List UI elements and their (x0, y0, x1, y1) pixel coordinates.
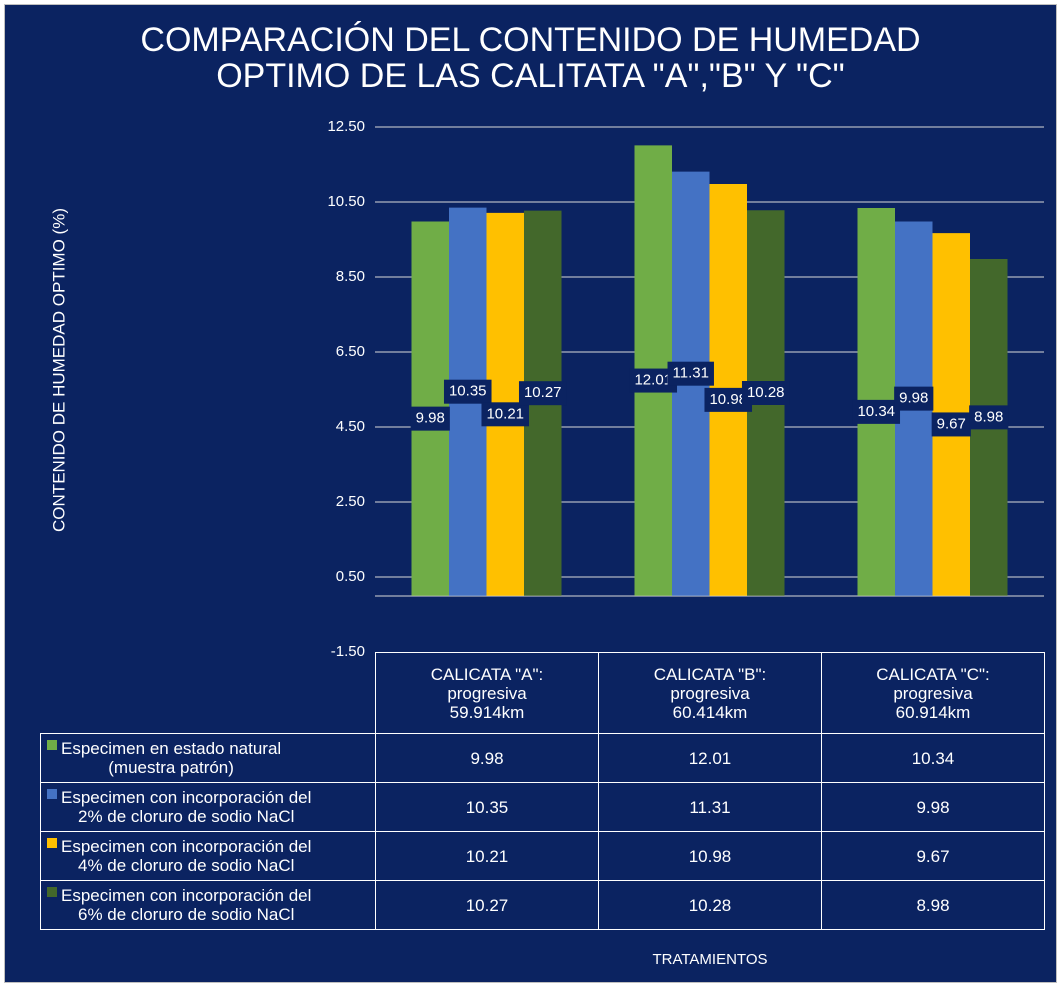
data-label-text: 8.98 (974, 408, 1003, 425)
data-label-text: 10.35 (449, 383, 487, 400)
data-label-text: 10.98 (709, 391, 747, 408)
table-header: CALICATA "A": progresiva 59.914km (375, 652, 599, 734)
data-label-text: 9.67 (937, 415, 966, 432)
table-value: 10.35 (375, 782, 599, 832)
data-label-box (741, 381, 790, 405)
table-value: 10.27 (375, 880, 599, 930)
data-label-text: 9.98 (899, 390, 928, 407)
data-label: 12.01 (629, 368, 678, 393)
legend-swatch (47, 838, 57, 848)
data-label-text: 10.28 (747, 384, 785, 401)
data-label: 10.35 (443, 379, 492, 404)
legend-cell: Especimen con incorporación del 4% de cl… (40, 831, 376, 881)
data-label-box (481, 402, 530, 427)
data-label-text: 9.98 (416, 410, 445, 427)
table-value: 9.98 (821, 782, 1045, 832)
table-value: 10.21 (375, 831, 599, 881)
data-label-box (410, 406, 450, 431)
data-label-box (443, 379, 492, 404)
y-tick-label: 6.50 (336, 343, 365, 360)
legend-cell: Especimen en estado natural (muestra pat… (40, 733, 376, 783)
y-tick-label: 10.50 (327, 193, 365, 210)
legend-label: Especimen en estado natural (muestra pat… (61, 739, 282, 777)
data-label: 8.98 (969, 405, 1009, 430)
table-value: 10.28 (598, 880, 822, 930)
y-tick-label: 8.50 (336, 268, 365, 285)
table-value: 8.98 (821, 880, 1045, 930)
data-label: 9.98 (410, 406, 450, 431)
data-label-box (894, 386, 934, 411)
legend-swatch (47, 789, 57, 799)
data-label: 11.31 (667, 361, 714, 386)
table-value: 9.67 (821, 831, 1045, 881)
table-header: CALICATA "B": progresiva 60.414km (598, 652, 822, 734)
chart-title: COMPARACIÓN DEL CONTENIDO DE HUMEDAD OPT… (140, 21, 921, 95)
data-label-box (969, 405, 1009, 430)
y-tick-label: 2.50 (336, 493, 365, 510)
table-value: 12.01 (598, 733, 822, 783)
data-label-text: 10.21 (486, 405, 524, 422)
legend-cell: Especimen con incorporación del 6% de cl… (40, 880, 376, 930)
data-label: 10.27 (518, 381, 567, 406)
data-label-box (518, 381, 567, 406)
data-label-text: 10.27 (524, 384, 562, 401)
table-value: 11.31 (598, 782, 822, 832)
table-value: 10.34 (821, 733, 1045, 783)
y-tick-label: -1.50 (331, 643, 365, 660)
data-label-text: 11.31 (673, 365, 709, 382)
y-tick-label: 4.50 (336, 418, 365, 435)
y-tick-label: 0.50 (336, 568, 365, 585)
data-label: 10.21 (481, 402, 530, 427)
data-label: 9.98 (894, 386, 934, 411)
data-label-text: 10.34 (857, 403, 895, 420)
table-value: 9.98 (375, 733, 599, 783)
legend-cell: Especimen con incorporación del 2% de cl… (40, 782, 376, 832)
x-axis-label: TRATAMIENTOS (652, 951, 767, 968)
table-header: CALICATA "C": progresiva 60.914km (821, 652, 1045, 734)
legend-swatch (47, 740, 57, 750)
legend-swatch (47, 887, 57, 897)
legend-label: Especimen con incorporación del 6% de cl… (61, 886, 312, 924)
table-value: 10.98 (598, 831, 822, 881)
y-axis-label: CONTENIDO DE HUMEDAD OPTIMO (%) (49, 208, 68, 532)
data-label: 10.34 (852, 399, 901, 424)
y-tick-label: 12.50 (327, 118, 365, 135)
legend-label: Especimen con incorporación del 4% de cl… (61, 837, 312, 875)
data-label-box (667, 361, 714, 386)
legend-label: Especimen con incorporación del 2% de cl… (61, 788, 312, 826)
data-label: 10.28 (741, 381, 790, 405)
data-label-box (931, 412, 971, 437)
data-label-box (852, 399, 901, 424)
data-label: 9.67 (931, 412, 971, 437)
data-label-text: 12.01 (634, 372, 672, 389)
